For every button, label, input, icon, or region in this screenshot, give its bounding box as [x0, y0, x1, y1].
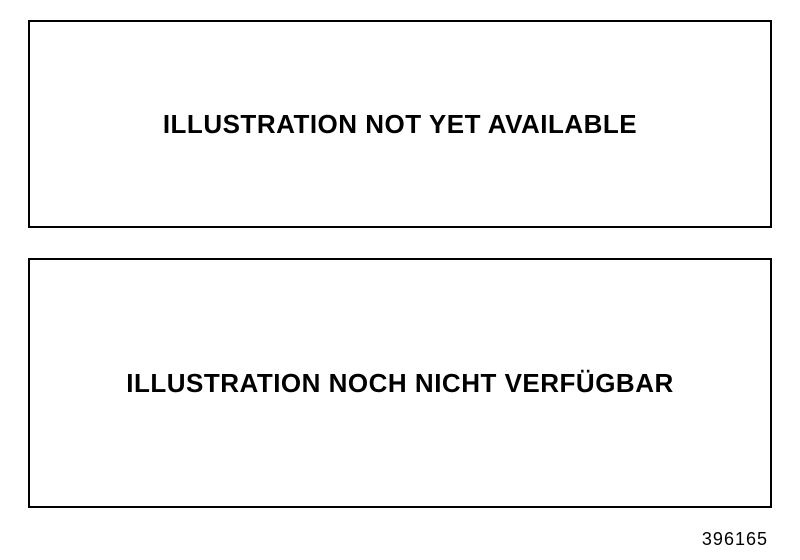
placeholder-text-german: ILLUSTRATION NOCH NICHT VERFÜGBAR: [126, 368, 674, 399]
panel-german: ILLUSTRATION NOCH NICHT VERFÜGBAR: [28, 258, 772, 508]
panel-gap: [28, 228, 772, 258]
panel-english: ILLUSTRATION NOT YET AVAILABLE: [28, 20, 772, 228]
illustration-placeholder-page: ILLUSTRATION NOT YET AVAILABLE ILLUSTRAT…: [0, 0, 800, 560]
image-id-label: 396165: [702, 529, 768, 550]
placeholder-text-english: ILLUSTRATION NOT YET AVAILABLE: [163, 109, 637, 140]
